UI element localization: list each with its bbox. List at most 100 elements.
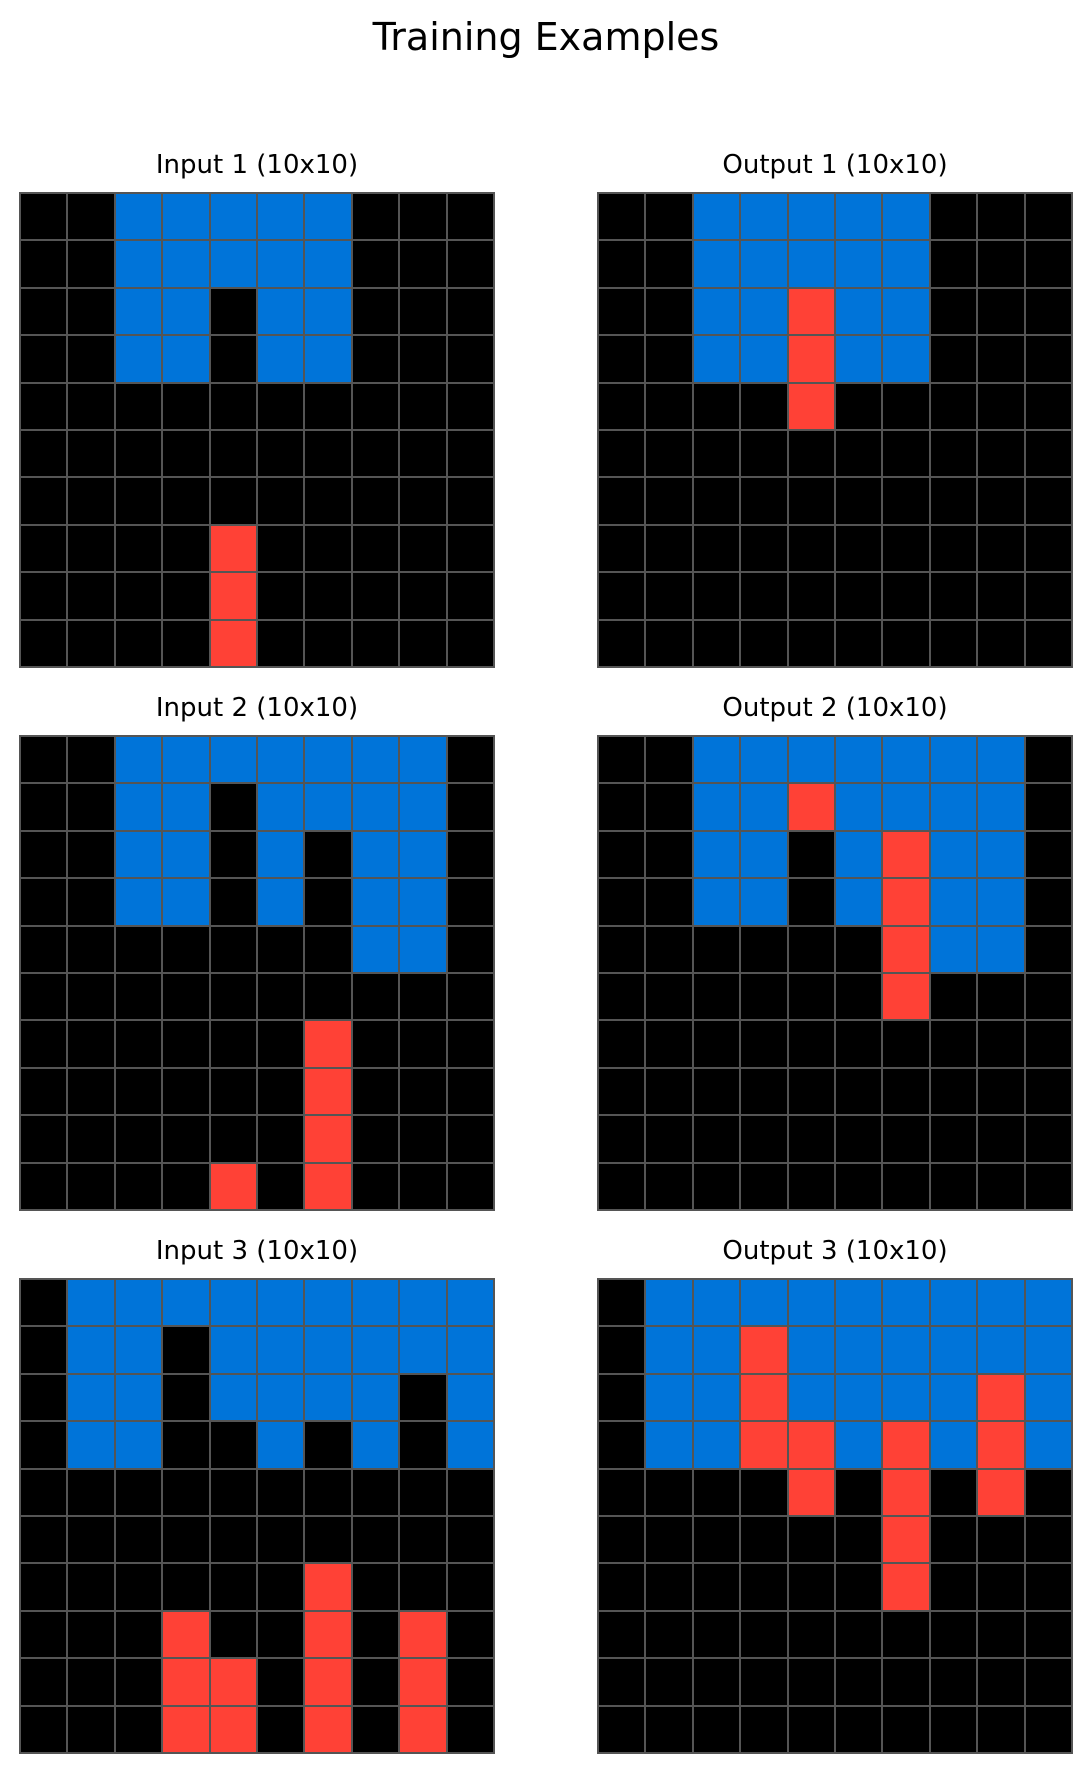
grid-cell xyxy=(978,288,1024,335)
grid-cell xyxy=(352,573,399,619)
output-1-title: Output 1 (10x10) xyxy=(722,150,948,180)
grid-cell xyxy=(400,573,446,619)
grid-cell xyxy=(258,1021,304,1067)
grid-cell xyxy=(978,1327,1024,1373)
input-2-grid xyxy=(19,735,495,1211)
grid-cell xyxy=(883,1021,929,1067)
grid-cell xyxy=(210,974,256,1020)
grid-cell xyxy=(883,1706,929,1752)
grid-cell xyxy=(400,1163,446,1209)
grid-cell xyxy=(741,784,787,830)
grid-cell xyxy=(693,1422,740,1468)
grid-cell xyxy=(599,926,645,972)
grid-cell xyxy=(788,1422,834,1468)
grid-cell xyxy=(788,1659,834,1705)
grid-cell xyxy=(352,784,399,830)
grid-cell xyxy=(646,974,692,1020)
grid-cell xyxy=(447,1469,493,1515)
grid-cell xyxy=(447,974,493,1020)
grid-cell xyxy=(788,926,834,972)
grid-cell xyxy=(68,1163,114,1209)
grid-cell xyxy=(646,879,692,925)
grid-cell xyxy=(447,1422,493,1468)
grid-cell xyxy=(930,737,977,783)
grid-cell xyxy=(1025,431,1071,477)
grid-cell xyxy=(163,879,209,925)
grid-cell xyxy=(305,1422,351,1468)
grid-cell xyxy=(447,336,493,382)
grid-cell xyxy=(788,478,834,524)
grid-cell xyxy=(447,831,493,878)
grid-cell xyxy=(1025,1706,1071,1752)
input-3-title: Input 3 (10x10) xyxy=(155,1236,359,1266)
grid-cell xyxy=(68,926,114,972)
grid-cell xyxy=(788,1068,834,1115)
output-2-grid xyxy=(597,735,1073,1211)
grid-cell xyxy=(68,784,114,830)
grid-cell xyxy=(978,336,1024,382)
grid-cell xyxy=(788,241,834,287)
grid-cell xyxy=(930,1564,977,1610)
grid-cell xyxy=(693,241,740,287)
grid-cell xyxy=(210,1422,256,1468)
grid-cell xyxy=(1025,879,1071,925)
grid-cell xyxy=(210,926,256,972)
grid-cell xyxy=(1025,1327,1071,1373)
grid-cell xyxy=(930,431,977,477)
grid-cell xyxy=(115,336,162,382)
grid-cell xyxy=(1025,1564,1071,1610)
grid-cell xyxy=(599,1469,645,1515)
grid-cell xyxy=(210,1469,256,1515)
grid-cell xyxy=(741,879,787,925)
grid-cell xyxy=(115,620,162,666)
grid-cell xyxy=(163,194,209,240)
grid-cell xyxy=(788,1374,834,1421)
grid-cell xyxy=(305,1564,351,1610)
grid-cell xyxy=(210,784,256,830)
grid-cell xyxy=(68,1021,114,1067)
grid-cell xyxy=(21,620,67,666)
grid-cell xyxy=(400,1564,446,1610)
grid-cell xyxy=(68,1611,114,1658)
grid-cell xyxy=(978,1280,1024,1326)
grid-cell xyxy=(163,620,209,666)
grid-cell xyxy=(693,525,740,572)
grid-cell xyxy=(836,974,882,1020)
grid-cell xyxy=(1025,926,1071,972)
grid-cell xyxy=(788,1163,834,1209)
grid-cell xyxy=(599,784,645,830)
grid-cell xyxy=(978,1564,1024,1610)
grid-cell xyxy=(930,288,977,335)
grid-cell xyxy=(646,431,692,477)
grid-cell xyxy=(1025,336,1071,382)
grid-cell xyxy=(352,879,399,925)
grid-cell xyxy=(210,288,256,335)
grid-cell xyxy=(163,525,209,572)
grid-cell xyxy=(978,1422,1024,1468)
grid-cell xyxy=(836,1327,882,1373)
grid-cell xyxy=(599,879,645,925)
grid-cell xyxy=(599,974,645,1020)
grid-cell xyxy=(258,241,304,287)
grid-cell xyxy=(836,737,882,783)
grid-cell xyxy=(258,1469,304,1515)
grid-cell xyxy=(352,1659,399,1705)
grid-cell xyxy=(115,1280,162,1326)
grid-cell xyxy=(788,879,834,925)
grid-cell xyxy=(352,383,399,429)
grid-cell xyxy=(741,1374,787,1421)
grid-cell xyxy=(978,1659,1024,1705)
grid-cell xyxy=(930,1706,977,1752)
grid-cell xyxy=(163,383,209,429)
grid-cell xyxy=(447,1706,493,1752)
grid-cell xyxy=(447,1280,493,1326)
grid-cell xyxy=(352,241,399,287)
grid-cell xyxy=(646,478,692,524)
grid-cell xyxy=(68,1659,114,1705)
grid-cell xyxy=(836,241,882,287)
grid-cell xyxy=(305,974,351,1020)
grid-cell xyxy=(741,336,787,382)
grid-cell xyxy=(836,336,882,382)
grid-cell xyxy=(836,1163,882,1209)
grid-cell xyxy=(163,1659,209,1705)
